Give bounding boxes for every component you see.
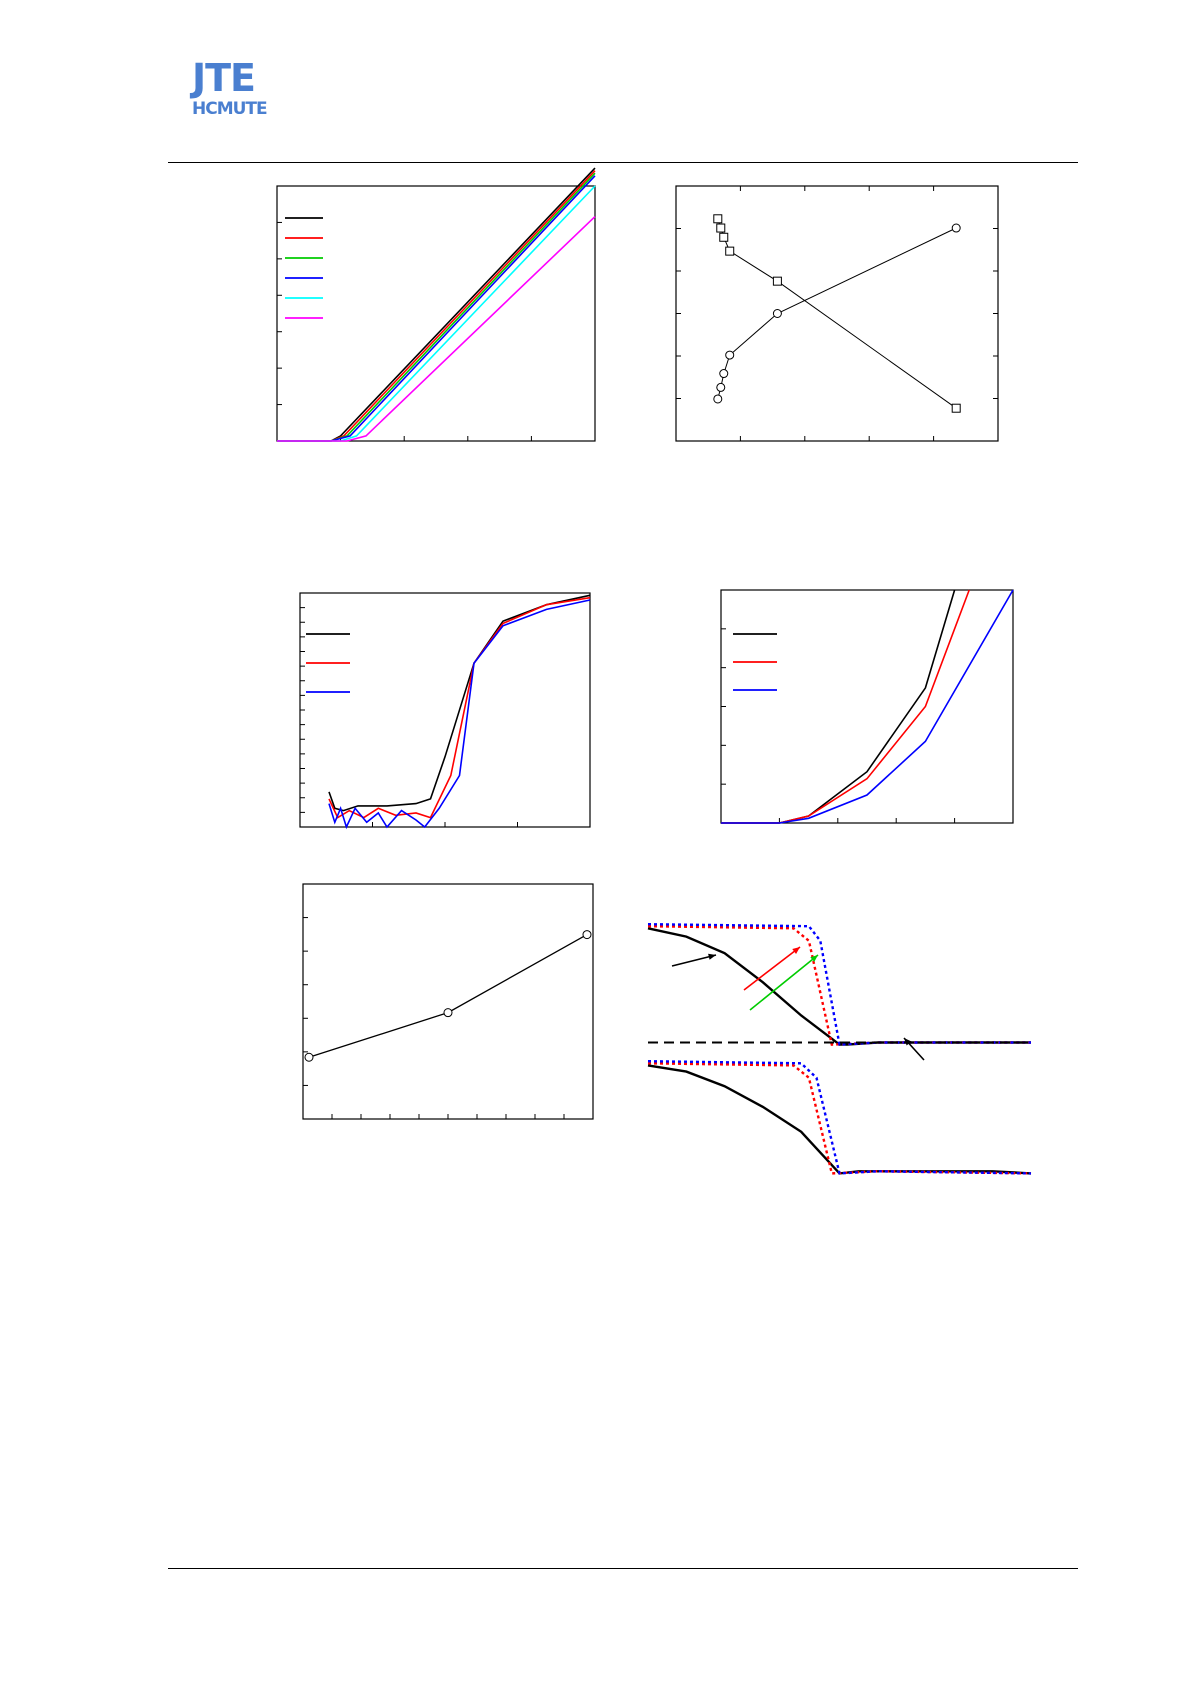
legend — [733, 633, 777, 691]
legend — [306, 633, 350, 693]
series-group — [328, 594, 591, 830]
series-line-6 — [277, 216, 596, 442]
series-line-4 — [277, 175, 596, 442]
data-point-circle — [582, 930, 592, 940]
tick-marks — [303, 917, 565, 1119]
plot-frame — [276, 185, 596, 442]
data-point-circle — [713, 394, 723, 404]
chart-a — [276, 167, 596, 442]
tick-marks — [277, 221, 532, 441]
plot-frame — [720, 589, 1014, 824]
series-line-5 — [647, 1064, 1032, 1175]
data-point-circle — [304, 1052, 314, 1062]
data-point-square — [772, 276, 782, 286]
data-point-square — [951, 403, 961, 413]
series-line-2 — [277, 170, 596, 442]
series-line-6 — [647, 1062, 1032, 1175]
series-line-1 — [328, 594, 591, 812]
tick-marks — [721, 628, 956, 823]
logo-line-2: HCMUTE — [192, 99, 268, 119]
tick-marks — [300, 607, 518, 827]
data-point-circle — [725, 350, 735, 360]
series-line-1 — [647, 927, 1031, 1046]
chart-c — [299, 592, 591, 830]
series-line-1 — [717, 227, 957, 400]
plot-frame — [302, 883, 594, 1120]
footer-rule — [168, 1568, 1078, 1569]
chart-e — [302, 883, 594, 1120]
data-point-circle — [951, 223, 961, 233]
series-line-2 — [328, 596, 591, 819]
annotation-arrow-2 — [743, 946, 801, 991]
jte-hcmute-logo: JTE HCMUTE — [192, 58, 282, 124]
series-line-1 — [277, 167, 596, 442]
series-line-2 — [717, 218, 957, 409]
annotation-arrow-3-head — [810, 955, 818, 963]
legend — [285, 217, 323, 319]
series-group — [304, 930, 592, 1062]
data-point-square — [725, 246, 735, 256]
series-line-3 — [277, 172, 596, 442]
series-line-3 — [721, 589, 1014, 824]
series-line-3 — [328, 599, 591, 830]
data-point-square — [719, 232, 729, 242]
data-point-square — [713, 214, 723, 224]
series-line-1 — [308, 934, 588, 1058]
annotation-arrow-1 — [671, 954, 717, 967]
data-point-circle — [719, 369, 729, 379]
plot-frame — [299, 592, 591, 828]
header-rule — [168, 162, 1078, 163]
chart-f — [647, 923, 1032, 1175]
annotation-arrow-1-head — [708, 953, 716, 960]
series-line-3 — [647, 923, 1031, 1046]
annotation-arrows — [671, 946, 925, 1061]
series-line-1 — [721, 589, 956, 824]
chart-b — [675, 185, 999, 442]
logo-line-1: JTE — [192, 56, 256, 100]
series-group — [713, 214, 961, 413]
series-group — [721, 589, 1014, 824]
data-point-circle — [716, 382, 726, 392]
annotation-arrow-2-head — [792, 947, 800, 954]
annotation-arrow-3 — [749, 954, 819, 1011]
series-group — [277, 167, 596, 442]
series-group — [647, 923, 1032, 1175]
series-line-7 — [647, 1060, 1032, 1175]
data-point-square — [716, 223, 726, 233]
tick-marks — [676, 186, 998, 441]
annotation-arrow-4-head — [904, 1038, 912, 1046]
chart-d — [720, 589, 1014, 824]
data-point-circle — [443, 1008, 453, 1018]
data-point-circle — [772, 309, 782, 318]
